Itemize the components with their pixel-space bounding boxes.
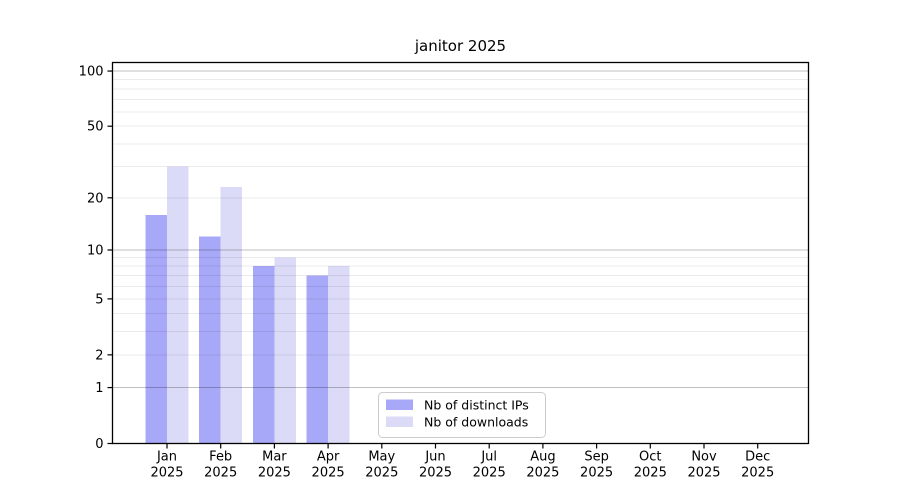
x-tick-label-month: Aug [530, 450, 555, 465]
x-tick-label-month: Sep [584, 450, 609, 465]
bar-mar-series0 [252, 266, 275, 444]
x-tick-label-year: 2025 [258, 466, 291, 481]
legend-swatch-downloads-icon [386, 416, 413, 427]
bar-mar-series1 [274, 257, 296, 444]
legend-swatch-distinct-ips-icon [386, 399, 413, 410]
x-tick-label-year: 2025 [312, 466, 345, 481]
legend: Nb of distinct IPs Nb of downloads [378, 392, 546, 438]
x-tick-label-year: 2025 [473, 466, 506, 481]
chart-title: janitor 2025 [414, 37, 506, 55]
x-tick-label-month: Oct [639, 450, 661, 465]
x-tick-label-month: Nov [691, 450, 717, 465]
x-tick-label-year: 2025 [526, 466, 559, 481]
bars-layer [145, 166, 350, 444]
y-axis-labels: 0 1 2 5 10 20 50 100 [79, 65, 104, 452]
plot-frame [111, 61, 810, 445]
bar-feb-series1 [220, 187, 243, 444]
x-tick-label-year: 2025 [580, 466, 613, 481]
y-tick-label: 10 [87, 243, 104, 258]
bar-jan-series0 [145, 214, 167, 444]
x-tick-label-month: Mar [262, 450, 287, 465]
x-tick-label-year: 2025 [419, 466, 452, 481]
x-axis-labels: Jan2025Feb2025Mar2025Apr2025May2025Jun20… [150, 450, 774, 481]
x-tick-label-year: 2025 [204, 466, 237, 481]
x-tick-label-year: 2025 [150, 466, 183, 481]
x-tick-label-year: 2025 [741, 466, 774, 481]
y-tick-label: 1 [95, 381, 103, 396]
x-tick-label-month: Dec [745, 450, 770, 465]
tick-marks-layer [107, 70, 759, 449]
x-tick-label-month: May [368, 450, 395, 465]
x-tick-label-year: 2025 [365, 466, 398, 481]
x-tick-label-month: Jan [156, 450, 177, 465]
legend-label-distinct-ips: Nb of distinct IPs [424, 398, 529, 413]
bar-feb-series0 [199, 236, 221, 444]
y-tick-label: 50 [87, 120, 104, 135]
gridlines-layer [112, 70, 809, 389]
x-tick-label-month: Apr [317, 450, 340, 465]
x-tick-label-month: Feb [209, 450, 232, 465]
x-tick-label-month: Jun [424, 450, 445, 465]
y-tick-label: 100 [79, 65, 104, 80]
y-tick-label: 2 [95, 348, 103, 363]
bar-apr-series0 [306, 275, 329, 444]
legend-box [378, 392, 546, 438]
y-tick-label: 5 [95, 292, 103, 307]
y-tick-label: 20 [87, 191, 104, 206]
x-tick-label-year: 2025 [687, 466, 720, 481]
legend-label-downloads: Nb of downloads [424, 415, 528, 430]
x-tick-label-month: Jul [480, 450, 497, 465]
bar-apr-series1 [328, 266, 350, 444]
x-tick-label-year: 2025 [634, 466, 667, 481]
bar-jan-series1 [167, 166, 189, 444]
y-tick-label: 0 [95, 437, 103, 452]
